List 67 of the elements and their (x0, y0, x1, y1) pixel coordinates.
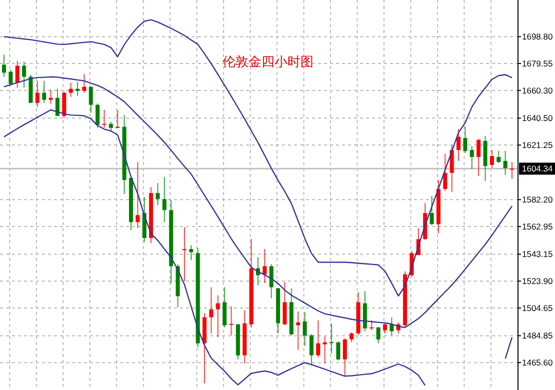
candlestick (376, 326, 380, 344)
y-tick-label: 1679.55 (522, 58, 553, 69)
candlestick (8, 69, 13, 86)
candlestick (302, 312, 307, 346)
candlestick (62, 91, 66, 118)
candlestick (182, 226, 186, 282)
y-tick-label: 1640.50 (522, 113, 553, 124)
candlestick (262, 248, 267, 284)
candlestick (282, 282, 287, 326)
candlestick (330, 322, 334, 354)
y-tick-label: 1562.95 (522, 222, 553, 232)
candlestick (102, 109, 106, 128)
candlestick (22, 61, 26, 88)
candlestick (336, 340, 340, 361)
candlestick (503, 150, 508, 176)
y-tick-label: 1582.20 (522, 194, 553, 205)
candlestick (222, 286, 227, 328)
line-series (3, 19, 513, 297)
candlestick (42, 80, 46, 104)
candlestick (162, 176, 166, 223)
candlestick (430, 195, 434, 226)
candlestick (15, 60, 20, 88)
candlestick (463, 126, 468, 154)
candlestick (269, 264, 274, 299)
candlestick (108, 121, 113, 132)
candlestick (316, 320, 320, 358)
y-tick-label: 1698.80 (522, 32, 553, 42)
candlestick (476, 138, 481, 176)
candlestick (136, 162, 140, 229)
candlestick (443, 153, 448, 192)
y-tick-label: 1465.60 (522, 358, 553, 368)
candlestick (342, 338, 347, 377)
y-tick-label: 1504.65 (522, 303, 553, 314)
candlestick (322, 336, 327, 364)
candlestick (189, 244, 194, 261)
candlestick (76, 81, 80, 96)
candlestick (490, 149, 494, 169)
candlestick (88, 86, 93, 114)
text: 伦敦金四小时图 (222, 55, 314, 70)
candlestick (370, 320, 374, 331)
candlestick (68, 82, 73, 98)
candlestick (156, 182, 160, 206)
y-tick-label: 1523.90 (522, 276, 553, 286)
candlestick (216, 294, 220, 338)
ref-line-label: 1604.34 (522, 164, 553, 174)
candlestick (510, 162, 514, 180)
candlestick (35, 80, 40, 108)
y-tick-label: 1484.85 (522, 330, 553, 341)
candlestick (470, 145, 474, 170)
candlestick (296, 311, 300, 350)
candlestick (456, 128, 461, 162)
candlestick (450, 144, 454, 193)
candlestick (390, 316, 394, 336)
candlestick (382, 322, 388, 334)
y-tick-label: 1543.15 (522, 249, 553, 260)
candlestick (209, 286, 214, 334)
y-tick-label: 1660.30 (522, 85, 553, 96)
candlestick (48, 89, 53, 104)
candlestick (2, 54, 6, 78)
candlestick (229, 306, 234, 336)
y-tick-label: 1621.25 (522, 140, 553, 150)
candlestick (496, 150, 501, 164)
candlestick (82, 73, 86, 94)
candlestick (96, 102, 100, 128)
candlestick (55, 88, 60, 116)
candlestick (309, 334, 314, 366)
candlestick (350, 332, 354, 343)
